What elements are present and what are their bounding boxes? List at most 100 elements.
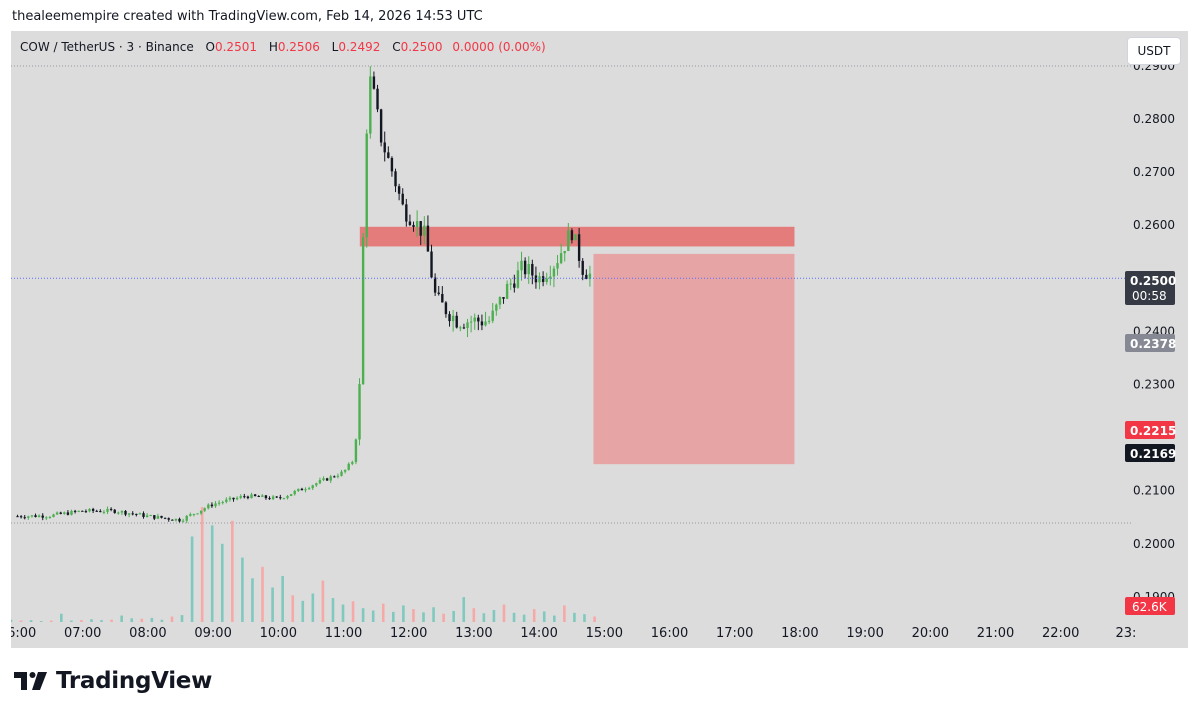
chart-author-header: thealeemempire created with TradingView.… [12, 9, 483, 24]
change-value: 0.0000 (0.00%) [452, 40, 546, 54]
candle-body [513, 283, 516, 288]
x-tick-label: 11:00 [325, 626, 362, 641]
price-badge-value: 0.2378 [1130, 337, 1176, 351]
volume-bar [452, 610, 455, 622]
candle-body [462, 327, 466, 329]
candle-body [264, 495, 268, 499]
candle-body [347, 463, 350, 470]
candle-body [73, 510, 77, 512]
volume-bar [351, 601, 355, 622]
y-tick-label: 0.2800 [1133, 112, 1175, 126]
volume-bar [331, 598, 335, 622]
candle-body [282, 498, 286, 500]
candle-body [541, 276, 545, 282]
candle-body [300, 488, 304, 491]
candle-body [322, 478, 325, 481]
candle-body [45, 517, 48, 519]
candle-body [117, 512, 120, 514]
volume-bar [231, 520, 234, 622]
candle-body [66, 512, 70, 515]
candle-body [459, 327, 462, 329]
candle-body [390, 157, 394, 172]
x-tick-label: 09:00 [194, 626, 231, 641]
candle-body [441, 293, 444, 303]
volume-bar [80, 620, 83, 622]
candle-body [408, 221, 412, 225]
volume-bar [110, 619, 113, 622]
candle-body [77, 510, 80, 512]
candle-body [95, 510, 98, 512]
candle-body [286, 495, 289, 499]
candle-body [376, 88, 379, 110]
price-badge-value: 0.2500 [1130, 274, 1176, 288]
x-tick-label: 23: [1115, 626, 1136, 641]
volume-bar [200, 507, 204, 622]
candle-body [531, 263, 534, 276]
candle-body [559, 253, 563, 264]
candle-body [516, 270, 520, 288]
open-value: 0.2501 [214, 40, 257, 54]
candle-body [189, 514, 192, 516]
volume-badge-value: 62.6K [1132, 600, 1168, 614]
candle-body [167, 518, 170, 520]
candle-body [113, 509, 116, 513]
candle-body [477, 317, 480, 322]
volume-bar [381, 603, 385, 622]
volume-bar [170, 616, 174, 622]
candle-body [275, 496, 278, 498]
candle-body [415, 221, 419, 227]
candle-body [365, 133, 368, 238]
candle-body [383, 142, 386, 153]
volume-bar [241, 557, 244, 622]
candle-body [59, 512, 62, 514]
candle-body [271, 496, 275, 500]
candle-body [473, 317, 476, 322]
price-chart[interactable]: 0.28000.27000.26000.24000.23000.21000.20… [11, 31, 1188, 648]
candle-body [426, 225, 430, 252]
x-tick-label: 12:00 [390, 626, 427, 641]
chart-panel[interactable]: 0.2800 0.2700 0.2600 0.2400 0.2300 0.2100 0.20… [11, 31, 1188, 648]
candle-body [228, 497, 232, 500]
volume-bar [492, 610, 496, 622]
volume-bar [462, 597, 466, 622]
candle-body [250, 494, 253, 499]
volume-bar [251, 578, 254, 622]
candle-body [34, 515, 37, 518]
volume-bar [281, 576, 284, 622]
volume-bar [291, 595, 295, 622]
candle-body [581, 260, 584, 275]
volume-bar [190, 536, 194, 622]
candle-body [491, 310, 494, 321]
candle-body [232, 497, 235, 500]
volume-bar [573, 612, 576, 622]
candle-body [84, 511, 88, 513]
candle-body [246, 496, 250, 499]
candle-body [268, 498, 271, 500]
candle-body [210, 504, 214, 507]
candle-body [145, 515, 149, 517]
candle-body [315, 483, 318, 486]
candle-body [358, 384, 361, 440]
volume-bar [522, 614, 526, 622]
candle-body [361, 237, 365, 385]
candle-body [109, 508, 113, 510]
volume-bar [583, 614, 586, 622]
x-tick-label: 07:00 [64, 626, 101, 641]
low-label: L [331, 40, 339, 54]
volume-bar [150, 617, 154, 622]
candle-body [369, 76, 372, 134]
candle-body [354, 439, 358, 463]
candle-body [30, 515, 34, 517]
currency-button[interactable]: USDT [1127, 37, 1181, 65]
candle-body [340, 471, 343, 476]
candle-body [502, 297, 505, 299]
x-tick-label: 06:00 [11, 626, 36, 641]
candle-body [505, 283, 509, 299]
candle-body [484, 321, 487, 326]
candle-body [124, 510, 127, 515]
candle-body [588, 273, 592, 279]
candle-body [149, 515, 152, 517]
volume-bar [39, 621, 43, 622]
close-value: 0.2500 [400, 40, 443, 54]
candle-body [153, 515, 156, 519]
